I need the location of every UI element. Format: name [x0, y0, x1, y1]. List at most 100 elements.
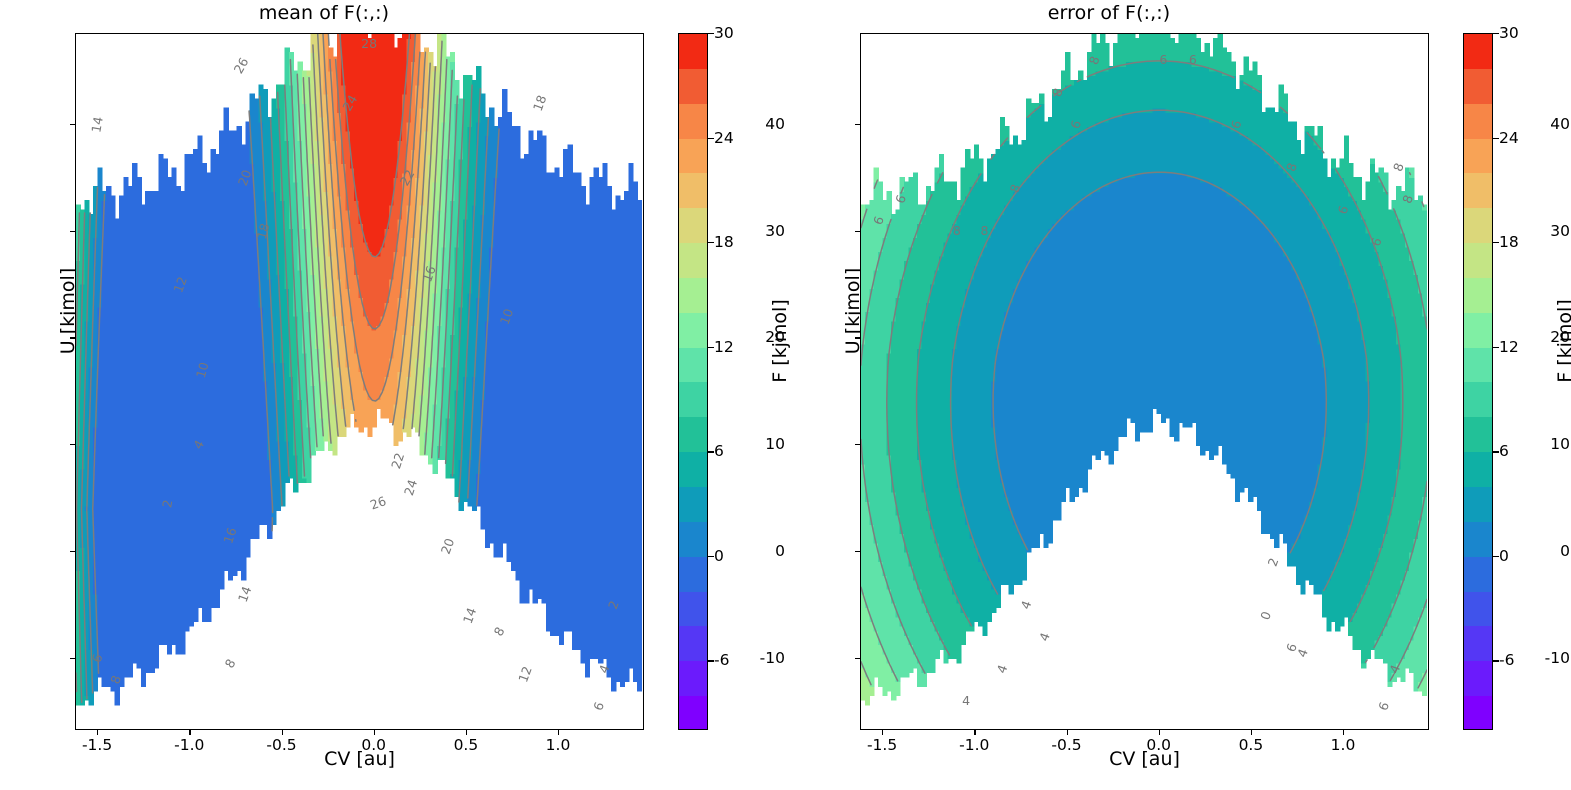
colorbar-tick-mark	[708, 660, 714, 662]
colorbar-band	[1464, 486, 1492, 522]
y-tick-mark	[70, 123, 75, 126]
y-tick-label: 10	[723, 435, 785, 453]
x-tick-label: 0.0	[344, 736, 404, 754]
colorbar-band	[1464, 347, 1492, 383]
x-tick-label: -0.5	[1037, 736, 1097, 754]
y-tick-label: 40	[1508, 115, 1570, 133]
x-tick-mark	[1066, 730, 1068, 735]
contour-plot-mean: 14 12 10 4 2 6 8 8 14 16 18 20 26 28 24 22 22 24 26 20 16 14 1…	[75, 33, 644, 730]
x-tick-mark	[1250, 730, 1253, 735]
colorbar-band	[1464, 208, 1492, 244]
colorbar-band	[679, 103, 707, 139]
panel-mean: mean of F(:,:) U [kjmol] CV [au] -10 0 10 20 30…	[0, 0, 791, 790]
colorbar-band	[679, 208, 707, 244]
y-tick-label: 40	[723, 115, 785, 133]
y-tick-label: -10	[1508, 649, 1570, 667]
y-tick-label: 20	[1508, 328, 1570, 346]
colorbar-tick-mark	[1493, 137, 1499, 139]
y-tick-mark	[70, 337, 75, 339]
colorbar-band	[1464, 173, 1492, 209]
colorbar-band	[679, 382, 707, 418]
y-tick-label: -10	[723, 649, 785, 667]
colorbar-band	[1464, 243, 1492, 278]
colorbar-band	[679, 347, 707, 383]
x-tick-mark	[1158, 730, 1161, 735]
colorbar-tick-label: 24	[1499, 129, 1519, 147]
y-tick-mark	[855, 550, 860, 553]
colorbar-band	[1464, 591, 1492, 627]
colorbar-tick-label: 18	[714, 233, 734, 251]
colorbar-band	[679, 417, 707, 453]
colorbar-tick-label: 12	[1499, 338, 1519, 356]
x-tick-mark	[189, 730, 191, 735]
colorbar-band	[679, 312, 707, 348]
colorbar-band	[679, 521, 707, 557]
colorbar-band	[1464, 103, 1492, 139]
colorbar-band	[679, 486, 707, 522]
x-tick-mark	[97, 730, 99, 735]
y-tick-label: 0	[1508, 542, 1570, 560]
colorbar-band	[679, 556, 707, 592]
x-tick-mark	[882, 730, 884, 735]
colorbar-tick-label: 0	[1499, 547, 1509, 565]
colorbar-band	[679, 452, 707, 487]
colorbar-band	[1464, 626, 1492, 662]
y-tick-mark	[855, 230, 860, 232]
panel-error: error of F(:,:) U [kjmol] CV [au] -10 0 10 20 3…	[785, 0, 1571, 790]
colorbar-error	[1463, 33, 1493, 730]
x-tick-mark	[281, 730, 283, 735]
panel-title-mean: mean of F(:,:)	[0, 2, 648, 24]
x-tick-mark	[974, 730, 976, 735]
x-tick-label: 0.5	[1221, 736, 1281, 754]
colorbar-tick-label: 6	[714, 442, 724, 460]
colorbar-tick-label: -6	[1499, 651, 1514, 669]
colorbar-band	[1464, 696, 1492, 729]
colorbar-tick-label: 6	[1499, 442, 1509, 460]
colorbar-tick-label: 24	[714, 129, 734, 147]
y-tick-mark	[855, 123, 860, 126]
x-tick-label: 1.0	[528, 736, 588, 754]
x-axis-label-error: CV [au]	[860, 748, 1429, 770]
x-axis-label-mean: CV [au]	[75, 748, 644, 770]
y-tick-label: 30	[723, 222, 785, 240]
y-tick-label: 20	[723, 328, 785, 346]
colorbar-band	[679, 626, 707, 662]
y-tick-mark	[70, 550, 75, 553]
x-tick-label: -1.5	[852, 736, 912, 754]
y-tick-label: 0	[723, 542, 785, 560]
colorbar-band	[1464, 521, 1492, 557]
colorbar-tick-mark	[1493, 346, 1499, 348]
colorbar-band	[679, 138, 707, 174]
y-tick-label: 30	[1508, 222, 1570, 240]
colorbar-tick-mark	[708, 242, 714, 244]
y-tick-label: 10	[1508, 435, 1570, 453]
colorbar-tick-mark	[1493, 555, 1499, 558]
panel-title-error: error of F(:,:)	[785, 2, 1433, 24]
colorbar-band	[1464, 68, 1492, 104]
x-tick-label: -1.5	[67, 736, 127, 754]
x-tick-mark	[465, 730, 468, 735]
colorbar-band	[679, 696, 707, 729]
y-tick-mark	[70, 230, 75, 232]
colorbar-tick-label: 30	[1499, 24, 1519, 42]
x-tick-mark	[1343, 730, 1345, 735]
colorbar-band	[679, 68, 707, 104]
colorbar-band	[1464, 417, 1492, 453]
y-tick-mark	[855, 337, 860, 339]
colorbar-tick-mark	[708, 451, 714, 453]
colorbar-band	[679, 277, 707, 313]
colorbar-band	[679, 243, 707, 278]
x-tick-label: -1.0	[944, 736, 1004, 754]
x-tick-label: 0.0	[1129, 736, 1189, 754]
colorbar-tick-label: 18	[1499, 233, 1519, 251]
y-tick-mark	[855, 444, 860, 446]
colorbar-tick-mark	[1493, 242, 1499, 244]
colorbar-band	[1464, 382, 1492, 418]
colorbar-band	[1464, 312, 1492, 348]
colorbar-tick-mark	[708, 33, 714, 35]
x-tick-label: 1.0	[1313, 736, 1373, 754]
colorbar-band	[1464, 34, 1492, 69]
colorbar-band	[679, 591, 707, 627]
colorbar-tick-mark	[1493, 660, 1499, 662]
